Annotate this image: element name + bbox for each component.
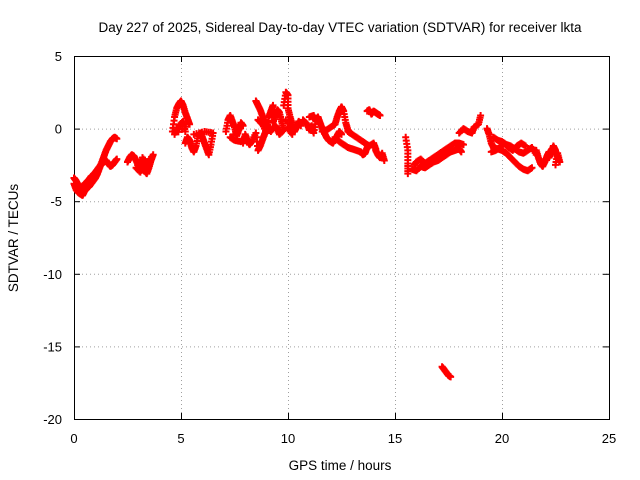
data-points xyxy=(70,88,564,381)
data-point xyxy=(282,116,290,124)
data-point xyxy=(338,130,345,138)
data-point xyxy=(380,157,388,165)
data-point xyxy=(113,155,121,163)
data-point xyxy=(376,112,384,120)
y-tick-label: -15 xyxy=(43,339,62,354)
data-point xyxy=(287,127,295,135)
data-point xyxy=(263,119,271,127)
x-axis-label: GPS time / hours xyxy=(289,458,392,473)
data-point xyxy=(186,120,194,128)
plot-frame xyxy=(74,56,610,420)
x-tick-label: 15 xyxy=(388,431,402,446)
data-point xyxy=(288,130,296,138)
y-tick-label: -5 xyxy=(50,194,62,209)
data-point xyxy=(181,128,189,136)
chart-title: Day 227 of 2025, Sidereal Day-to-day VTE… xyxy=(99,20,582,35)
x-tick-label: 25 xyxy=(602,431,616,446)
data-point xyxy=(404,170,412,178)
data-point xyxy=(190,130,198,138)
y-tick-label: -10 xyxy=(43,267,62,282)
y-tick-label: 0 xyxy=(55,122,62,137)
data-point xyxy=(552,161,559,169)
x-tick-label: 5 xyxy=(177,431,184,446)
data-point xyxy=(447,373,455,381)
y-axis-label: SDTVAR / TECUs xyxy=(6,184,21,293)
data-point xyxy=(522,142,530,150)
data-point xyxy=(528,164,536,172)
data-point xyxy=(459,141,467,149)
data-point xyxy=(283,120,291,128)
x-tick-label: 20 xyxy=(495,431,509,446)
data-point xyxy=(285,123,293,131)
x-tick-label: 10 xyxy=(281,431,295,446)
axis-ticks: 0 5 10 15 20 25 5 0 -5 -10 -15 -20 xyxy=(43,49,616,446)
data-point xyxy=(269,101,277,109)
data-point xyxy=(141,161,149,169)
y-tick-label: 5 xyxy=(55,49,62,64)
data-point xyxy=(457,148,465,156)
x-tick-label: 0 xyxy=(70,431,77,446)
data-point xyxy=(477,112,485,120)
y-tick-label: -20 xyxy=(43,412,62,427)
data-point xyxy=(113,135,121,143)
data-point xyxy=(305,113,313,121)
